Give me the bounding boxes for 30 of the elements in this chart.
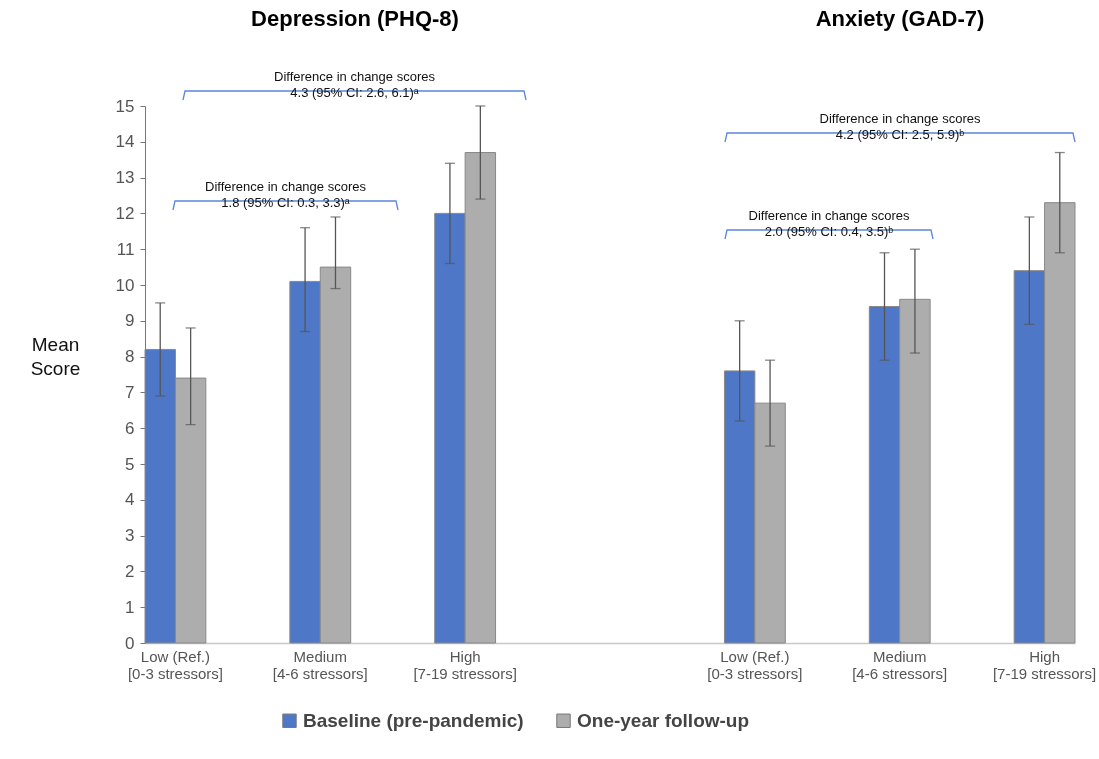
legend-label: Baseline (pre-pandemic) (303, 709, 524, 731)
annotation: Difference in change scores 4.2 (95% CI: 2.5, 5.9)ᵇ (819, 111, 981, 142)
y-tick-label: 4 (125, 490, 135, 510)
y-tick-label: 10 (115, 275, 135, 295)
y-tick-label: 8 (125, 347, 135, 367)
y-tick-label: 15 (115, 96, 135, 116)
y-axis-title: Mean Score (30, 334, 81, 379)
y-tick-label: 11 (116, 239, 135, 259)
y-tick-label: 5 (125, 454, 135, 474)
x-tick-label: Medium [4-6 stressors] (272, 647, 368, 682)
legend-label: One-year follow-up (577, 709, 750, 731)
y-tick-label: 1 (125, 597, 135, 617)
y-tick-label: 9 (125, 311, 135, 331)
y-tick-label: 0 (125, 633, 135, 653)
y-tick-label: 12 (115, 203, 135, 223)
y-tick-label: 14 (115, 132, 135, 152)
x-tick-label: Medium [4-6 stressors] (852, 647, 948, 682)
text: Depression (PHQ-8) (251, 6, 459, 31)
y-tick-label: 6 (125, 418, 135, 438)
annotation: Difference in change scores 2.0 (95% CI: 0.4, 3.5)ᵇ (748, 208, 910, 239)
y-tick-label: 13 (115, 168, 135, 188)
x-tick-label: High [7-19 stressors] (413, 647, 517, 682)
y-tick-label: 3 (125, 526, 135, 546)
x-tick-label: Low (Ref.) [0-3 stressors] (707, 647, 803, 682)
x-tick-label: High [7-19 stressors] (992, 647, 1097, 682)
y-tick-label: 2 (125, 561, 135, 581)
annotation: Difference in change scores 1.8 (95% CI: 0.3, 3.3)ᵃ (205, 179, 367, 210)
y-tick-label: 7 (125, 382, 135, 402)
text: Difference in change scores 4.3 (95% CI: 2.6, 6.1)ᵃ (274, 69, 436, 100)
text: Anxiety (GAD-7) (815, 6, 985, 31)
